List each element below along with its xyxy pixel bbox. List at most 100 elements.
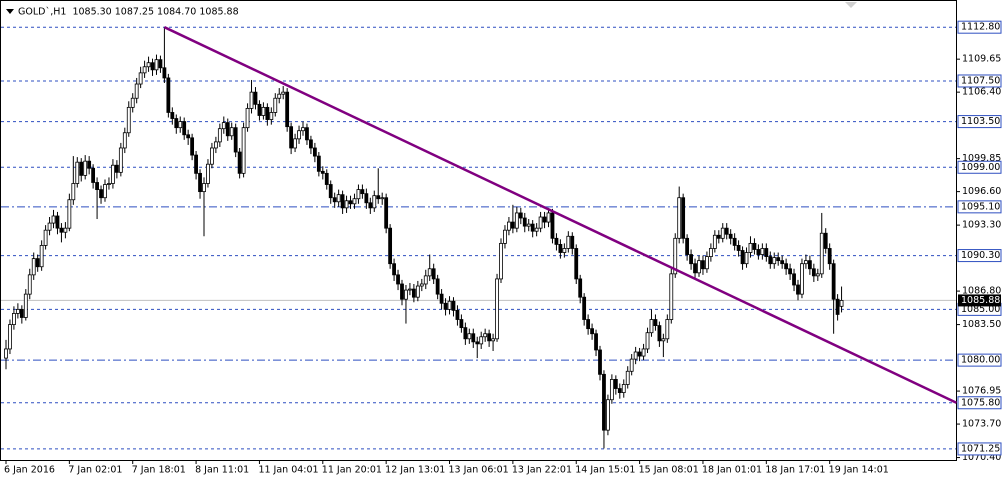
- candle-body: [427, 268, 432, 277]
- candle-body: [645, 332, 650, 350]
- candle-body: [697, 260, 701, 274]
- menu-icon: [6, 9, 14, 14]
- candle-body: [819, 232, 824, 275]
- candle-body: [162, 67, 167, 79]
- candle-body: [728, 233, 733, 239]
- candle-body: [701, 260, 705, 270]
- candle-body: [514, 212, 519, 229]
- candle-body: [578, 278, 583, 298]
- candle-body: [677, 197, 682, 239]
- candle-body: [756, 249, 761, 255]
- candle-body: [360, 189, 365, 195]
- candle-body: [811, 268, 816, 277]
- candle-body: [598, 349, 602, 375]
- level-label: 1103.50: [961, 116, 1000, 127]
- level-label-box: [957, 74, 1002, 88]
- candle-body: [760, 248, 765, 255]
- candle-body: [827, 248, 832, 265]
- candle-body: [154, 59, 159, 71]
- candle-body: [142, 66, 147, 74]
- candle-body: [455, 309, 460, 320]
- candle-body: [689, 254, 693, 265]
- candle-body: [732, 237, 737, 246]
- axes: 1109.65 1106.40 1099.85 1096.60 1093.30 1086.…: [4, 20, 1002, 476]
- x-tick-label: 13 Jan 22:01: [512, 465, 572, 476]
- candle-body: [594, 333, 598, 351]
- levels: [1, 26, 956, 450]
- candle-body: [51, 215, 56, 224]
- candle-body: [681, 197, 686, 239]
- candle-body: [665, 319, 670, 340]
- candle-body: [546, 212, 551, 223]
- candle-body: [99, 189, 103, 199]
- candle-body: [372, 195, 377, 209]
- candle-body: [653, 319, 658, 327]
- candle-body: [764, 248, 769, 257]
- level-label: 1075.80: [961, 397, 1000, 408]
- candle-body: [463, 327, 468, 340]
- candle-body: [118, 147, 123, 173]
- candle-body: [320, 170, 325, 174]
- candle-body: [768, 256, 773, 265]
- candle-body: [835, 298, 840, 315]
- candle-body: [31, 258, 36, 276]
- level-label-box: [957, 160, 1002, 174]
- candle-body: [657, 325, 662, 342]
- candle-body: [609, 379, 614, 401]
- current-price-box: [958, 294, 1001, 307]
- candle-body: [712, 234, 717, 249]
- candle-body: [716, 234, 721, 239]
- candle-body: [748, 242, 753, 253]
- candle-body: [641, 348, 646, 357]
- candle-body: [376, 195, 381, 200]
- candle-body: [495, 278, 499, 340]
- candle-body: [134, 83, 139, 99]
- candle-body: [562, 248, 567, 253]
- candle-body: [475, 341, 480, 345]
- candle-body: [340, 194, 345, 209]
- trendline: [163, 26, 957, 404]
- candle-body: [629, 358, 634, 372]
- candle-body: [301, 127, 305, 132]
- candle-body: [617, 388, 622, 394]
- candle-body: [312, 147, 317, 157]
- x-tick-label: 18 Jan 17:01: [765, 465, 825, 476]
- candles: [4, 27, 844, 449]
- candle-body: [39, 245, 44, 268]
- level-label-box: [957, 115, 1002, 129]
- candle-body: [12, 313, 16, 325]
- y-tick-label: 1086.80: [962, 286, 1001, 297]
- candle-body: [265, 106, 270, 120]
- y-tick-label: 1099.85: [962, 153, 1001, 164]
- candle-body: [542, 216, 547, 223]
- candle-body: [19, 308, 24, 318]
- candle-body: [792, 273, 796, 286]
- plot-frame: [0, 0, 957, 461]
- candle-body: [815, 273, 820, 277]
- candle-body: [198, 172, 202, 193]
- candle-body: [285, 91, 290, 128]
- candle-body: [693, 263, 697, 274]
- candle-body: [316, 155, 321, 172]
- candle-body: [348, 200, 353, 205]
- candle-body: [186, 134, 191, 139]
- level-label: 1080.00: [961, 355, 1000, 366]
- current-price-label: 1085.88: [961, 295, 1000, 306]
- y-tick-label: 1073.70: [962, 419, 1001, 430]
- candle-body: [87, 160, 92, 169]
- candle-body: [752, 242, 757, 250]
- candle-body: [75, 161, 80, 184]
- x-tick-label: 19 Jan 14:01: [829, 465, 889, 476]
- chart-title: GOLD`,H1 1085.30 1087.25 1084.70 1085.88: [18, 7, 239, 18]
- candle-body: [281, 91, 286, 95]
- candle-body: [823, 232, 828, 249]
- candle-body: [63, 227, 68, 233]
- candle-body: [182, 121, 187, 136]
- candle-body: [194, 154, 198, 174]
- level-label-box: [957, 353, 1002, 367]
- candle-body: [166, 77, 171, 113]
- x-tick-label: 7 Jan 18:01: [132, 465, 186, 476]
- candle-body: [736, 245, 741, 251]
- level-label: 1107.50: [961, 75, 1000, 86]
